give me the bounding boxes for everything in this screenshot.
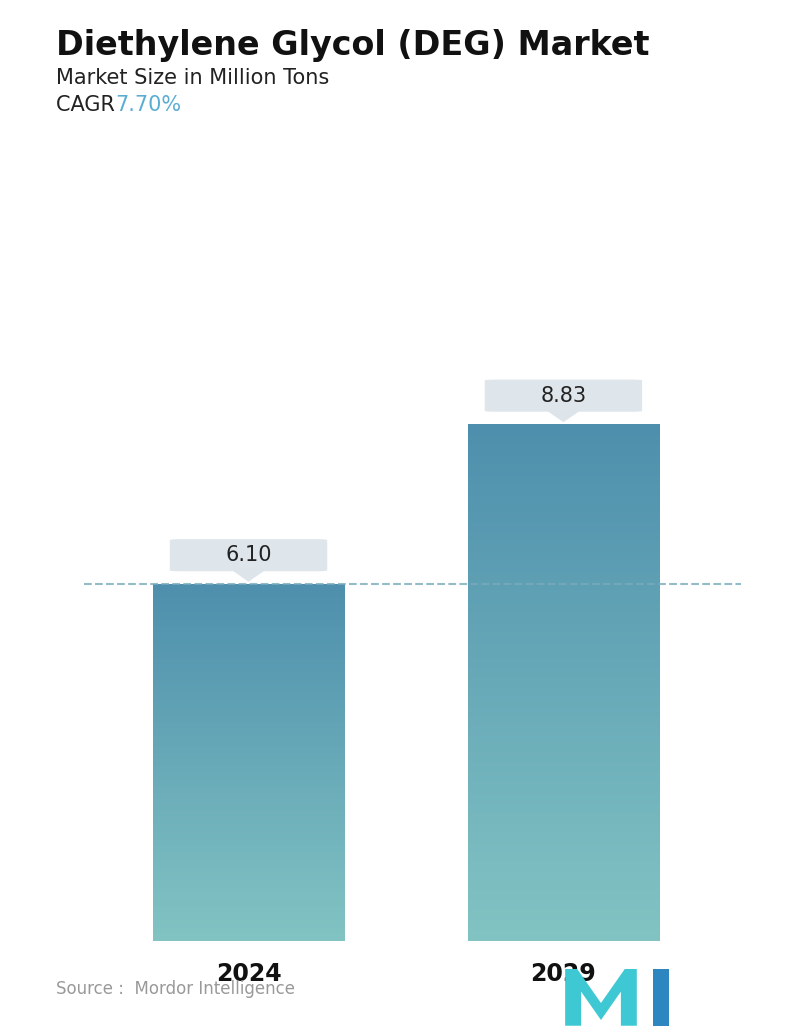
Text: 6.10: 6.10 [225,545,271,566]
Text: Source :  Mordor Intelligence: Source : Mordor Intelligence [56,980,295,998]
Text: CAGR: CAGR [56,95,121,115]
Polygon shape [233,571,263,581]
Text: 8.83: 8.83 [540,386,587,405]
Polygon shape [565,969,637,1026]
Text: 7.70%: 7.70% [115,95,181,115]
Text: Market Size in Million Tons: Market Size in Million Tons [56,68,329,88]
Polygon shape [548,410,579,422]
FancyBboxPatch shape [170,539,327,572]
Polygon shape [653,969,669,1026]
Text: Diethylene Glycol (DEG) Market: Diethylene Glycol (DEG) Market [56,29,650,62]
FancyBboxPatch shape [485,379,642,412]
